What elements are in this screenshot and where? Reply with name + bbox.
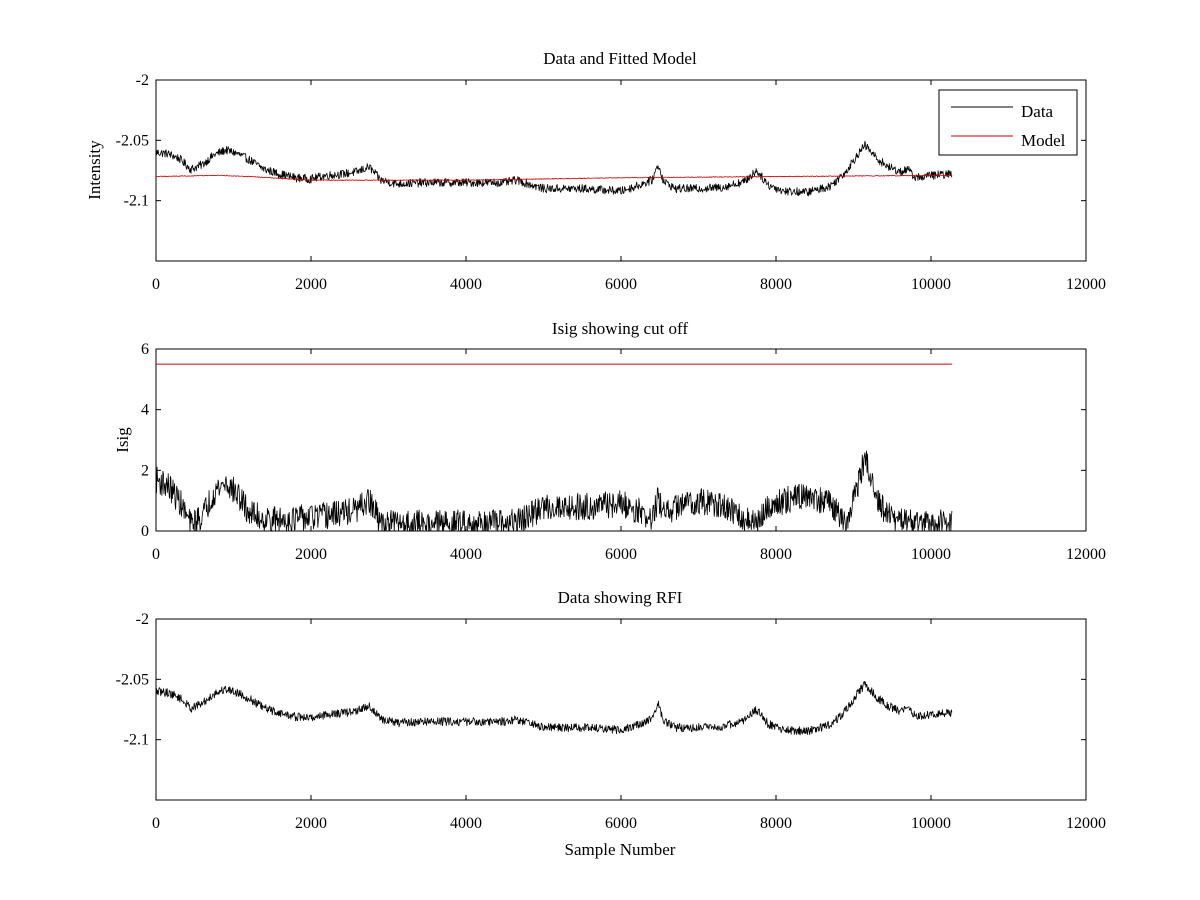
- x-tick-label: 4000: [450, 815, 482, 832]
- panel-3-title: Data showing RFI: [558, 588, 683, 607]
- x-tick-label: 2000: [295, 546, 327, 563]
- x-tick-label: 8000: [760, 815, 792, 832]
- x-tick-label: 6000: [605, 276, 637, 293]
- series-data-line: [155, 140, 953, 197]
- legend-label-model: Model: [1021, 131, 1066, 150]
- y-tick-label: -2: [136, 72, 149, 89]
- x-tick-label: 10000: [911, 815, 951, 832]
- x-tick-label: 12000: [1066, 815, 1106, 832]
- x-tick-label: 4000: [450, 546, 482, 563]
- x-tick-label: 6000: [605, 815, 637, 832]
- x-tick-label: 8000: [760, 276, 792, 293]
- legend-box: [938, 89, 1078, 156]
- y-tick-label: -2: [136, 611, 149, 628]
- x-tick-label: 12000: [1066, 546, 1106, 563]
- x-tick-label: 4000: [450, 276, 482, 293]
- panel-3-xlabel: Sample Number: [565, 840, 676, 859]
- series-isig-line: [155, 450, 953, 532]
- panel-1-plot: 0 2000 4000 6000 8000 10000 12000 -2 -2.05 -2.1: [116, 72, 1106, 293]
- y-tick-label: 2: [141, 462, 149, 479]
- series-model-line: [155, 174, 953, 181]
- panel-1-ylabel: Intensity: [85, 140, 104, 200]
- x-tick-label: 10000: [911, 276, 951, 293]
- x-tick-label: 2000: [295, 276, 327, 293]
- x-tick-label: 0: [152, 546, 160, 563]
- panel-data-rfi: Data showing RFI 0 2000 4000 6000 8000 10000 1…: [116, 588, 1106, 859]
- y-tick-label: -2.1: [124, 193, 149, 210]
- panel-1-title: Data and Fitted Model: [543, 49, 697, 68]
- x-tick-label: 6000: [605, 546, 637, 563]
- panel-2-ylabel: Isig: [113, 427, 132, 453]
- y-tick-label: 0: [141, 523, 149, 540]
- legend-label-data: Data: [1021, 102, 1054, 121]
- y-tick-label: 6: [141, 341, 149, 358]
- legend: Data Model: [938, 89, 1078, 156]
- panel-isig-cut-off: Isig showing cut off Isig 0 2000 4000 6000 8…: [113, 319, 1106, 563]
- panel-2-title: Isig showing cut off: [552, 319, 688, 338]
- panel-data-fitted-model: Data and Fitted Model Intensity 0 2000 400…: [85, 49, 1106, 293]
- x-tick-label: 8000: [760, 546, 792, 563]
- y-tick-label: -2.1: [124, 732, 149, 749]
- x-tick-label: 2000: [295, 815, 327, 832]
- x-tick-label: 0: [152, 276, 160, 293]
- panel-2-plot: 0 2000 4000 6000 8000 10000 12000 0 2 4 6: [141, 341, 1106, 563]
- x-tick-label: 10000: [911, 546, 951, 563]
- x-tick-label: 12000: [1066, 276, 1106, 293]
- y-tick-label: -2.05: [116, 671, 149, 688]
- y-tick-label: 4: [141, 402, 149, 419]
- panel-3-plot: 0 2000 4000 6000 8000 10000 12000 -2 -2.05 -2.1: [116, 611, 1106, 832]
- series-isig-line: [155, 680, 953, 736]
- x-tick-label: 0: [152, 815, 160, 832]
- y-tick-label: -2.05: [116, 132, 149, 149]
